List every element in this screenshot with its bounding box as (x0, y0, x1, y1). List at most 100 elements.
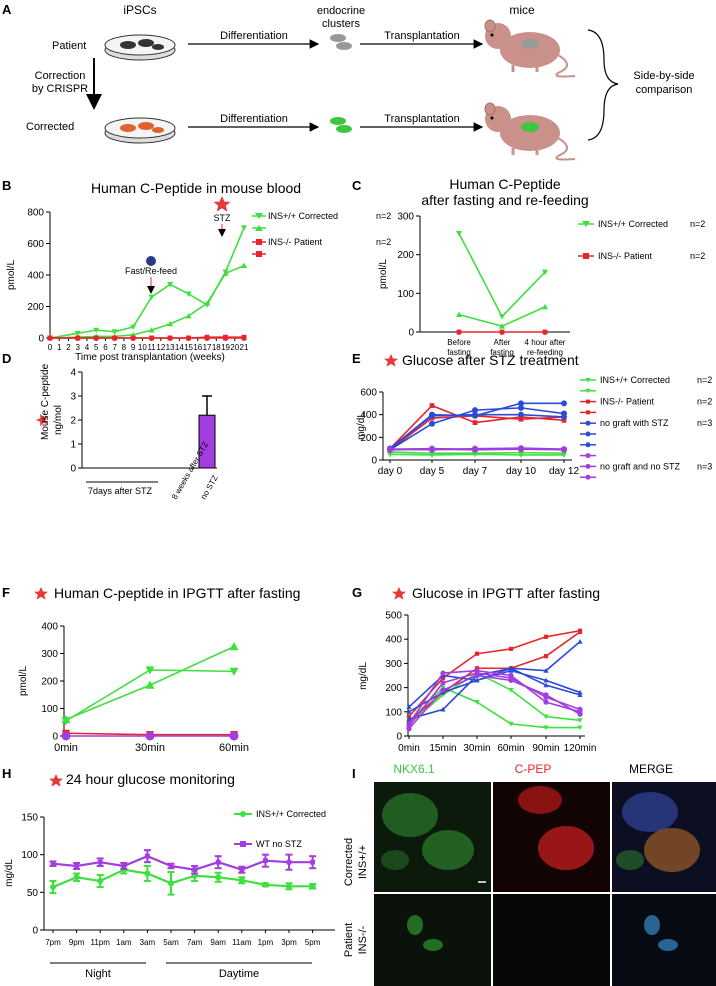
chart-b-ytick-0: 0 (38, 334, 44, 345)
chart-g-point-4-0 (406, 716, 412, 722)
endocrine-label-l2: clusters (322, 18, 360, 30)
chart-b-point-3-4 (130, 335, 136, 341)
chart-g-xtick-4: 90min (532, 743, 559, 754)
chart-e-point-1-3 (518, 452, 524, 458)
chart-f-ylabel: pmol/L (18, 666, 29, 696)
chart-h-star-icon (49, 774, 63, 787)
patient-label: Patient (52, 40, 86, 52)
chart-h-xtick-0: 7pm (45, 938, 61, 947)
chart-d-ytick-1: 1 (70, 440, 76, 451)
brace-icon (587, 29, 619, 141)
corrected-dish-icon (104, 117, 176, 144)
chart-c-point-2-2 (542, 329, 548, 335)
chart-c-ytick-1: 100 (397, 289, 414, 300)
chart-g-xtick-0: 0min (398, 743, 420, 754)
chart-c-title-l2: after fasting and re-feeding (421, 192, 588, 208)
chart-f-point-0-2 (229, 642, 239, 651)
chart-h-xtick-3: 1am (116, 938, 132, 947)
chart-g-point-4-4 (543, 668, 549, 673)
chart-g-point-7-4 (543, 699, 549, 705)
chart-g-series-1 (408, 672, 581, 725)
ipscs-label: iPSCs (123, 3, 156, 17)
compare-label-l1: Side-by-side (633, 70, 694, 82)
panel-letter-g: G (352, 585, 362, 600)
chart-e-point-1-4 (561, 452, 567, 458)
chart-b-point-0-4 (130, 324, 137, 330)
chart-c-point-2-1 (499, 329, 505, 335)
chart-d-star-icon (36, 413, 48, 427)
chart-b-point-0-6 (167, 282, 174, 288)
chart-e-point-6-1 (429, 412, 435, 419)
chart-e-point-1-1 (429, 452, 435, 458)
chart-b-point-3-8 (204, 335, 210, 341)
chart-e-point-6-2 (472, 411, 478, 418)
chart-f-series-1 (65, 669, 235, 722)
legend-e-marker-1 (585, 388, 591, 394)
panel-i-microscopy: NKX6.1 C-PEP MERGE Corrected INS+/+ Pati… (343, 762, 716, 986)
chart-d-ytick-2: 2 (70, 416, 76, 427)
chart-b-xtick-9: 9 (131, 343, 136, 352)
chart-h-point-1-3 (121, 863, 127, 869)
chart-c-point-0-2 (542, 269, 548, 276)
compare-label-l2: comparison (636, 84, 693, 96)
legend-b-n-2: n=2 (376, 237, 391, 247)
fast-refeed-dot-icon (146, 256, 156, 266)
chart-e-point-5-3 (518, 404, 524, 411)
chart-e-ylabel: mg/dL (356, 412, 367, 440)
chart-f-ytick-3: 300 (41, 649, 58, 660)
chart-g-series-2 (408, 629, 581, 718)
chart-e-point-9-0 (387, 446, 393, 453)
panel-letter-a: A (2, 2, 12, 17)
chart-g-ytick-0: 0 (396, 732, 402, 743)
chart-b-ylabel: pmol/L (6, 260, 17, 290)
chart-e-point-9-2 (472, 445, 478, 452)
chart-h-point-1-9 (263, 858, 268, 864)
chart-e-point-5-2 (472, 407, 478, 414)
chart-c-series-0 (458, 233, 546, 318)
legend-b-marker-3 (256, 251, 262, 257)
chart-g-point-9-1 (440, 687, 446, 693)
chart-g: Glucose in IPGTT after fasting mg/dL 0 10… (358, 585, 600, 754)
chart-g-point-4-5 (577, 639, 583, 644)
chart-c-point-0-1 (499, 314, 505, 320)
chart-b-xtick-2: 2 (66, 343, 71, 352)
fast-refeed-annotation: Fast/Re-feed (125, 256, 177, 294)
chart-b-xtick-1: 1 (57, 343, 62, 352)
legend-e-marker-4 (585, 420, 591, 426)
chart-b-xtick-15: 15 (184, 343, 193, 352)
chart-h-point-0-7 (215, 874, 222, 881)
legend-e-marker-6 (585, 442, 591, 448)
chart-b-point-3-10 (241, 335, 247, 341)
chart-e-series-6 (389, 413, 565, 450)
chart-h-point-1-7 (215, 859, 221, 865)
chart-b-xtick-6: 6 (103, 343, 108, 352)
chart-b-point-0-5 (148, 294, 155, 301)
chart-c-xtick-0-l2: fasting (447, 348, 471, 357)
chart-b-ytick-4: 800 (27, 208, 44, 219)
chart-d-ytick-4: 4 (70, 368, 76, 379)
chart-b-ytick-3: 600 (27, 239, 44, 250)
chart-b-point-1-7 (185, 312, 192, 319)
chart-g-series-7 (408, 669, 581, 725)
chart-g-series-5 (408, 669, 581, 713)
chart-h-point-1-0 (50, 861, 56, 867)
chart-g-point-1-4 (543, 714, 549, 720)
chart-b-point-1-10 (241, 262, 247, 268)
chart-h-ytick-3: 150 (21, 813, 38, 824)
chart-e-star-icon (384, 354, 398, 367)
mouse-icon-bottom (484, 102, 576, 161)
chart-b-xtick-12: 12 (156, 343, 165, 352)
chart-f-ytick-0: 0 (52, 732, 58, 743)
chart-g-series-0 (408, 686, 580, 729)
chart-h-group-night: Night (85, 968, 111, 980)
chart-e-point-9-1 (429, 446, 435, 453)
chart-d-cat-0: 7days after STZ (88, 486, 153, 496)
chart-b-ytick-1: 200 (27, 302, 44, 313)
chart-e-ytick-0: 0 (371, 456, 377, 467)
corrected-label: Corrected (26, 121, 74, 133)
chart-g-point-2-2 (474, 651, 480, 656)
legend-h-label-0: INS+/+ Corrected (256, 809, 326, 819)
chart-b-xtick-20: 20 (230, 343, 239, 352)
chart-c-xtick-0-l1: Before (447, 338, 471, 347)
legend-e-n-0: n=2 (697, 375, 712, 385)
